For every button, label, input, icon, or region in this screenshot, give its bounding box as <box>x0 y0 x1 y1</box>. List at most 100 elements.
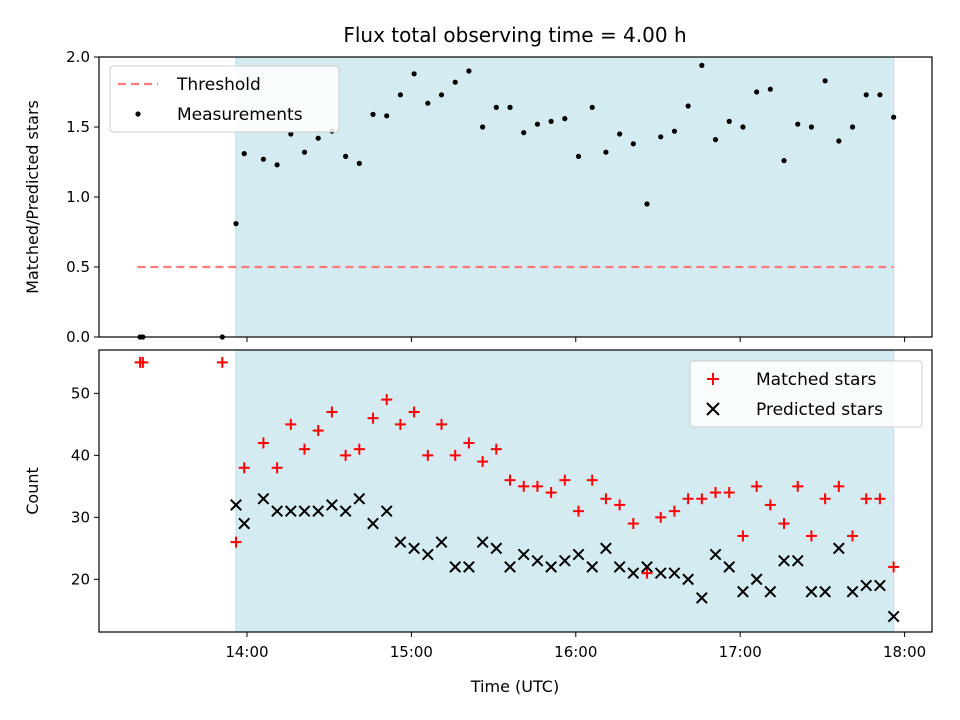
measurement-point <box>603 149 609 155</box>
predicted-star-stroke <box>682 573 695 586</box>
measurement-point <box>795 121 801 127</box>
predicted-star-point <box>421 548 434 561</box>
measurement-point <box>740 124 746 130</box>
measurement-point <box>288 131 294 137</box>
predicted-star-stroke <box>476 536 489 549</box>
predicted-star-point <box>271 505 284 518</box>
matched-star-point <box>874 493 886 505</box>
measurement-point <box>822 78 828 84</box>
predicted-star-point <box>600 542 612 555</box>
measurement-point <box>274 162 280 168</box>
legend-label: Predicted stars <box>756 400 883 420</box>
matched-star-point <box>545 487 557 499</box>
measurement-point <box>466 68 472 74</box>
measurement-point <box>699 62 705 68</box>
measurement-point <box>754 89 760 95</box>
predicted-star-point <box>750 573 763 586</box>
matched-star-point <box>751 480 763 492</box>
matched-star-point <box>238 462 250 474</box>
matched-star-point <box>326 406 338 418</box>
measurement-point <box>507 104 513 110</box>
predicted-star-stroke <box>737 585 749 598</box>
measurement-point <box>548 118 554 124</box>
predicted-star-stroke <box>641 561 653 573</box>
predicted-star-point <box>723 561 736 573</box>
measurement-point <box>480 124 486 130</box>
predicted-star-point <box>709 548 722 561</box>
measurement-point <box>521 130 527 136</box>
y-tick-label: 1.0 <box>66 188 90 206</box>
matched-star-point <box>312 425 324 437</box>
x-tick-label: 17:00 <box>719 643 762 661</box>
measurement-point <box>493 104 499 110</box>
measurement-point <box>781 158 787 164</box>
measurement-point <box>452 79 458 85</box>
matched-star-point <box>463 437 475 449</box>
measurement-point <box>863 92 869 98</box>
predicted-star-stroke <box>238 517 251 530</box>
predicted-star-stroke <box>284 505 297 518</box>
predicted-star-point <box>737 585 749 598</box>
y-tick-label: 50 <box>71 384 90 402</box>
y-tick-label: 0.0 <box>66 328 90 346</box>
measurement-point <box>356 160 362 166</box>
predicted-star-point <box>449 561 462 573</box>
measurement-point <box>425 100 431 106</box>
predicted-star-point <box>339 505 352 518</box>
predicted-star-stroke <box>449 561 462 573</box>
predicted-star-point <box>764 585 777 598</box>
predicted-star-point <box>353 492 366 505</box>
measurement-point <box>315 135 321 141</box>
predicted-star-stroke <box>558 554 571 567</box>
measurement-point <box>233 221 239 227</box>
y-axis-title: Count <box>23 467 42 515</box>
matched-star-point <box>285 418 297 430</box>
predicted-star-stroke <box>339 505 352 518</box>
predicted-star-point <box>490 542 503 555</box>
predicted-star-point <box>627 567 640 580</box>
matched-star-point <box>477 456 489 468</box>
predicted-star-stroke <box>887 610 900 623</box>
predicted-star-point <box>778 554 790 567</box>
matched-star-point <box>600 493 612 505</box>
y-tick-label: 20 <box>71 570 90 588</box>
predicted-star-point <box>832 542 845 555</box>
y-tick-label: 2.0 <box>66 48 90 66</box>
predicted-star-point <box>682 573 695 586</box>
measurement-point <box>891 114 897 120</box>
measurement-point <box>726 118 732 124</box>
predicted-star-stroke <box>764 585 777 598</box>
matched-star-point <box>137 356 149 368</box>
predicted-star-point <box>476 536 489 549</box>
measurement-point <box>617 131 623 137</box>
predicted-star-point <box>517 548 530 561</box>
predicted-star-stroke <box>572 548 585 561</box>
measurement-point <box>671 128 678 134</box>
x-tick-label: 16:00 <box>554 643 597 661</box>
y-axis-title: Matched/Predicted stars <box>23 100 42 294</box>
predicted-star-point <box>805 585 818 598</box>
measurement-point <box>241 151 247 157</box>
predicted-star-stroke <box>778 554 790 567</box>
matched-star-point <box>230 536 242 548</box>
matched-star-point <box>847 530 859 542</box>
predicted-star-stroke <box>504 561 516 573</box>
measurement-point <box>534 121 541 127</box>
legend-label: Matched stars <box>756 370 876 390</box>
predicted-star-point <box>408 542 421 555</box>
matched-star-point <box>490 443 502 455</box>
predicted-star-stroke <box>435 536 448 549</box>
predicted-star-point <box>367 517 379 530</box>
x-tick-label: 18:00 <box>883 643 926 661</box>
measurement-point <box>260 156 267 162</box>
predicted-star-point <box>257 492 270 505</box>
predicted-star-point <box>846 585 859 598</box>
predicted-star-point <box>435 536 448 549</box>
matched-star-point <box>436 418 448 430</box>
predicted-star-point <box>284 505 297 518</box>
measurement-point <box>397 92 404 98</box>
predicted-star-stroke <box>298 505 311 518</box>
predicted-star-point <box>819 585 832 598</box>
y-tick-label: 30 <box>71 508 90 526</box>
matched-star-point <box>586 474 598 486</box>
